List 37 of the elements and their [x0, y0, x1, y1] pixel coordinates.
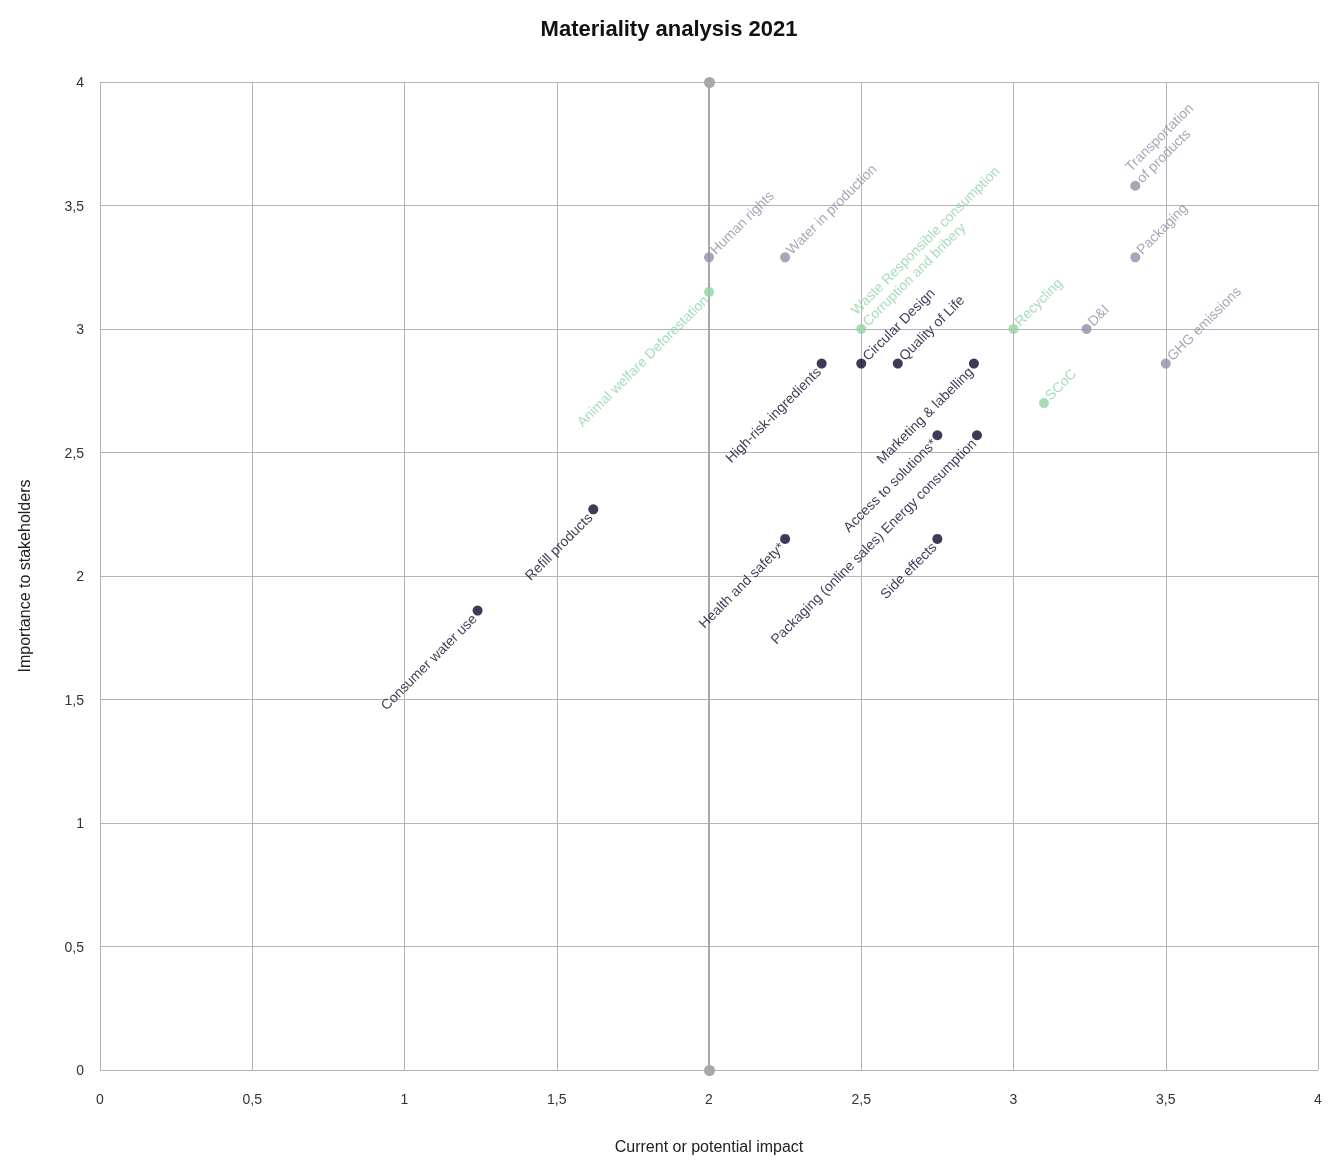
point — [704, 286, 714, 297]
x-tick-label: 2,5 — [851, 1091, 872, 1107]
x-tick-label: 0,5 — [242, 1091, 263, 1107]
x-tick-label: 4 — [1314, 1091, 1323, 1107]
point — [816, 358, 827, 369]
y-tick-label: 4 — [76, 74, 85, 90]
x-tick-label: 2 — [705, 1091, 714, 1107]
point — [968, 358, 979, 369]
point — [971, 430, 982, 441]
data-label: D&I — [1084, 301, 1113, 329]
x-tick-label: 3 — [1009, 1091, 1018, 1107]
chart-title: Materiality analysis 2021 — [540, 15, 798, 41]
point — [472, 605, 483, 616]
x-tick-label: 1,5 — [547, 1091, 567, 1107]
y-tick-label: 2 — [76, 568, 85, 584]
y-tick-label: 1,5 — [64, 691, 85, 708]
point — [1160, 358, 1171, 369]
x-axis-title: Current or potential impact — [614, 1137, 804, 1155]
point — [780, 252, 791, 263]
x-tick-label: 0 — [96, 1091, 105, 1107]
y-tick-label: 1 — [76, 815, 85, 831]
y-tick-label: 2,5 — [64, 444, 85, 461]
point — [588, 504, 599, 515]
y-axis-title: Importance to stakeholders — [15, 479, 33, 673]
point — [1038, 398, 1049, 409]
point — [780, 533, 791, 544]
x-tick-label: 3,5 — [1156, 1091, 1176, 1107]
point — [1081, 324, 1092, 334]
y-tick-label: 3,5 — [64, 197, 85, 214]
x-tick-label: 1 — [400, 1091, 409, 1107]
y-tick-label: 0,5 — [64, 938, 85, 955]
point — [1130, 252, 1141, 263]
point — [932, 533, 943, 544]
y-tick-label: 3 — [76, 321, 85, 337]
y-tick-label: 0 — [76, 1062, 85, 1078]
point — [856, 358, 867, 369]
point — [1008, 324, 1019, 334]
